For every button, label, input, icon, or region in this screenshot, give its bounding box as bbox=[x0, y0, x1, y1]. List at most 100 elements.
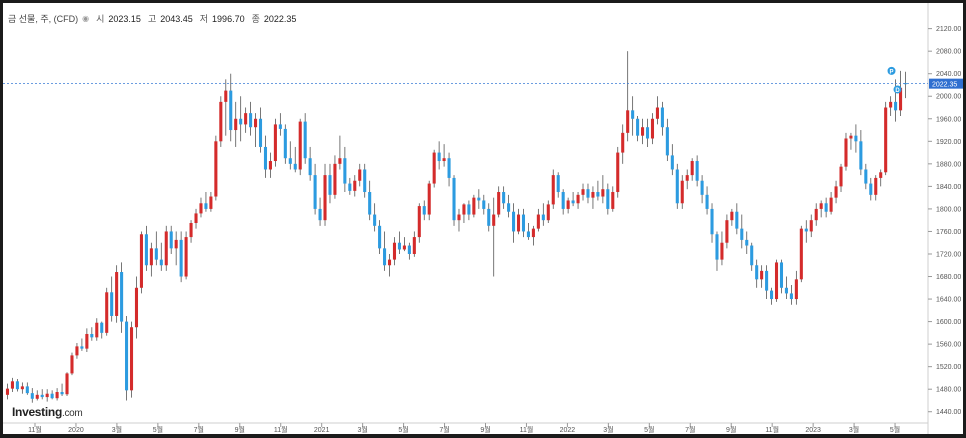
candle-body bbox=[626, 110, 630, 133]
candle-body bbox=[204, 203, 208, 209]
current-price-badge bbox=[929, 78, 963, 89]
x-tick-label: 11월 bbox=[274, 425, 288, 434]
candle-body bbox=[20, 386, 24, 390]
candle-body bbox=[427, 183, 431, 215]
candle-body bbox=[710, 208, 714, 235]
candle-body bbox=[799, 228, 803, 280]
candle-body bbox=[288, 158, 292, 164]
candle-body bbox=[650, 118, 655, 139]
y-tick-label: 2000.00 bbox=[936, 94, 961, 101]
candle-body bbox=[120, 272, 124, 322]
candle-body bbox=[784, 287, 788, 294]
candle-body bbox=[889, 101, 893, 108]
candle-body bbox=[392, 242, 397, 260]
candle-body bbox=[412, 237, 416, 254]
candle-body bbox=[139, 234, 143, 288]
y-tick-label: 2080.00 bbox=[936, 49, 961, 56]
candle-body bbox=[507, 203, 511, 212]
candle-body bbox=[616, 152, 620, 193]
candle-body bbox=[50, 393, 54, 399]
low-label: 저 bbox=[199, 14, 209, 24]
candle-body bbox=[368, 192, 372, 215]
candle-body bbox=[214, 141, 218, 197]
investing-logo: Investing.com bbox=[12, 405, 83, 419]
candlestick-chart[interactable]: 1440.00 1480.00 1520.00 1560.00 1600.00 1640.… bbox=[3, 3, 963, 434]
candle-body bbox=[849, 135, 853, 139]
candle-body bbox=[174, 239, 178, 249]
logo-text: Investing bbox=[12, 405, 62, 419]
x-tick-label: 9월 bbox=[235, 425, 245, 434]
candle-body bbox=[462, 204, 466, 215]
candle-body bbox=[750, 245, 754, 266]
candle-body bbox=[690, 161, 694, 176]
candle-body bbox=[854, 135, 858, 142]
candle-body bbox=[467, 204, 471, 215]
candle-body bbox=[680, 180, 684, 204]
candle-body bbox=[586, 189, 590, 198]
candle-body bbox=[417, 206, 421, 238]
candle-body bbox=[596, 192, 600, 197]
candle-body bbox=[144, 234, 148, 266]
y-tick-label: 1720.00 bbox=[936, 251, 961, 258]
candle-body bbox=[700, 180, 704, 195]
x-tick-label: 3월 bbox=[603, 425, 613, 434]
y-tick-label: 1520.00 bbox=[936, 364, 961, 371]
visibility-icon[interactable]: ◉ bbox=[82, 14, 90, 23]
x-tick-label: 2020 bbox=[68, 427, 84, 434]
x-tick-label: 7월 bbox=[439, 425, 449, 434]
x-tick-label: 5월 bbox=[153, 425, 163, 434]
candle-body bbox=[472, 197, 476, 215]
candle-body bbox=[819, 203, 823, 209]
candle-body bbox=[378, 225, 382, 249]
candle-body bbox=[278, 124, 282, 129]
low-value: 1996.70 bbox=[212, 13, 245, 24]
x-tick-label: 11월 bbox=[28, 425, 42, 434]
candle-body bbox=[531, 228, 535, 238]
x-tick-label: 9월 bbox=[480, 425, 490, 434]
candle-body bbox=[715, 234, 719, 260]
open-label: 시 bbox=[96, 14, 105, 24]
candle-body bbox=[149, 248, 153, 266]
candle-body bbox=[894, 101, 898, 111]
candle-body bbox=[735, 211, 739, 229]
candle-body bbox=[551, 175, 555, 205]
y-tick-label: 1920.00 bbox=[936, 139, 961, 146]
event-marker-label: P bbox=[890, 69, 894, 75]
candle-body bbox=[497, 192, 501, 215]
y-tick-label: 2040.00 bbox=[936, 71, 961, 78]
x-tick-label: 2021 bbox=[314, 427, 330, 434]
candle-body bbox=[258, 118, 263, 147]
candle-body bbox=[770, 290, 774, 300]
x-tick-label: 11월 bbox=[765, 425, 779, 434]
logo-domain: .com bbox=[61, 408, 83, 419]
candle-body bbox=[660, 107, 664, 128]
candle-body bbox=[318, 208, 322, 221]
candle-body bbox=[85, 333, 89, 349]
candle-body bbox=[229, 90, 233, 131]
candle-body bbox=[35, 394, 39, 399]
x-tick-label: 3월 bbox=[112, 425, 122, 434]
candle-body bbox=[899, 87, 903, 111]
candle-body bbox=[383, 248, 387, 266]
candle-body bbox=[774, 262, 779, 300]
candle-body bbox=[254, 118, 258, 128]
candle-body bbox=[263, 146, 268, 170]
high-value: 2043.45 bbox=[160, 13, 193, 24]
candle-body bbox=[115, 272, 119, 316]
candle-body bbox=[328, 175, 332, 195]
candle-body bbox=[65, 373, 69, 395]
candle-body bbox=[482, 200, 486, 209]
y-tick-label: 1560.00 bbox=[936, 342, 961, 349]
candle-body bbox=[219, 101, 223, 142]
candle-body bbox=[512, 211, 516, 232]
instrument-title: 금 선물, 주, (CFD) bbox=[8, 14, 79, 24]
candle-body bbox=[313, 175, 317, 209]
event-marker bbox=[893, 85, 902, 94]
candle-body bbox=[804, 228, 808, 232]
candle-body bbox=[516, 214, 521, 232]
candle-body bbox=[323, 175, 327, 221]
candle-body bbox=[184, 237, 188, 277]
candle-body bbox=[338, 158, 342, 164]
candle-body bbox=[765, 270, 769, 291]
candle-body bbox=[100, 322, 104, 333]
